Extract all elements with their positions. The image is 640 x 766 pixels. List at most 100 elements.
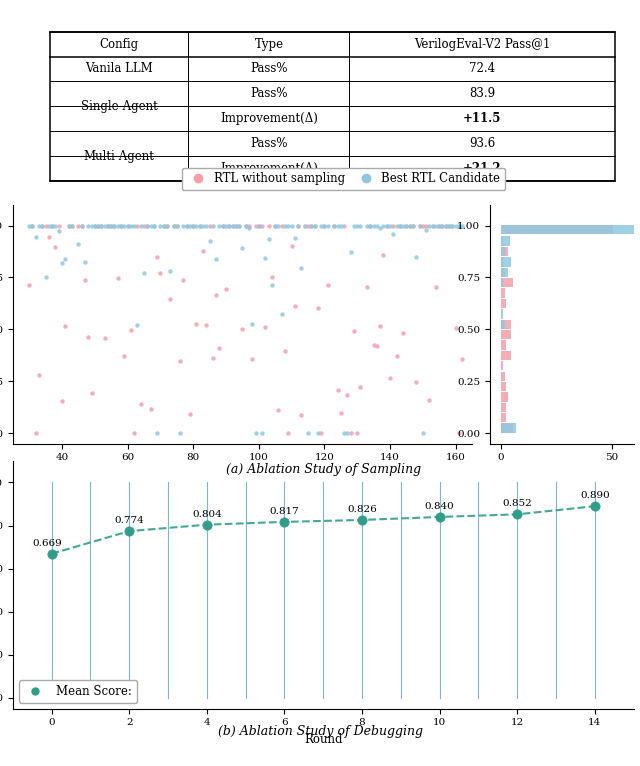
Bar — [501, 403, 506, 412]
Point — [316, 427, 326, 440]
Point — [57, 257, 67, 270]
Point — [90, 219, 100, 231]
Point — [221, 283, 231, 295]
Bar — [501, 237, 503, 246]
Point — [401, 219, 412, 231]
Point — [395, 219, 405, 231]
Point — [273, 219, 284, 231]
Point — [237, 242, 248, 254]
Point — [280, 345, 290, 358]
Point — [218, 219, 228, 231]
Point — [113, 219, 123, 231]
Bar — [501, 424, 516, 433]
Point — [227, 219, 237, 231]
Point — [300, 219, 310, 231]
Bar — [501, 289, 504, 298]
Point — [310, 219, 320, 231]
Point — [142, 219, 152, 231]
Point — [172, 219, 182, 231]
Point — [165, 265, 175, 277]
Point — [31, 427, 41, 440]
Point — [234, 219, 244, 231]
Point — [447, 219, 458, 231]
Point — [398, 327, 408, 339]
Point — [404, 219, 415, 231]
Point — [188, 219, 198, 231]
Point — [152, 427, 163, 440]
Point — [418, 219, 428, 231]
Point — [241, 219, 251, 231]
Point — [428, 219, 438, 231]
Text: (a) Ablation Study of Sampling: (a) Ablation Study of Sampling — [226, 463, 420, 476]
Point — [260, 321, 271, 333]
Point — [227, 219, 237, 231]
Point — [241, 219, 251, 231]
Point — [451, 219, 461, 231]
Point — [198, 219, 208, 231]
Point — [165, 293, 175, 305]
Point — [434, 219, 444, 231]
Point — [205, 235, 215, 247]
Point — [86, 387, 97, 399]
Point — [218, 219, 228, 231]
Point — [162, 219, 172, 231]
Bar — [501, 330, 511, 339]
Point — [126, 324, 136, 336]
Point — [313, 427, 323, 440]
Point — [208, 352, 218, 364]
Point — [47, 548, 57, 560]
Point — [355, 219, 365, 231]
Point — [512, 508, 522, 520]
Point — [332, 384, 342, 396]
Point — [375, 319, 385, 332]
Point — [257, 427, 268, 440]
Point — [136, 398, 146, 411]
Point — [100, 332, 110, 344]
Point — [276, 308, 287, 320]
Point — [336, 407, 346, 419]
Point — [201, 319, 211, 332]
Point — [287, 241, 297, 253]
Point — [352, 427, 362, 440]
Point — [34, 219, 44, 231]
Point — [179, 273, 189, 286]
Bar — [501, 257, 511, 267]
Point — [346, 246, 356, 258]
Point — [454, 427, 464, 440]
Point — [395, 219, 405, 231]
Point — [273, 404, 284, 417]
Point — [96, 219, 106, 231]
Point — [103, 219, 113, 231]
Point — [296, 262, 307, 274]
Text: (b) Ablation Study of Debugging: (b) Ablation Study of Debugging — [218, 725, 422, 738]
Bar — [501, 278, 503, 287]
Point — [221, 219, 231, 231]
Point — [401, 219, 412, 231]
Point — [415, 219, 425, 231]
Point — [231, 219, 241, 231]
Point — [122, 219, 132, 231]
Point — [267, 279, 277, 291]
Point — [424, 394, 435, 407]
Point — [421, 219, 431, 231]
X-axis label: Round: Round — [304, 733, 342, 746]
Point — [270, 219, 280, 231]
Text: 0.852: 0.852 — [502, 499, 532, 508]
Point — [319, 219, 330, 231]
Point — [54, 219, 64, 231]
Point — [63, 219, 74, 231]
Point — [296, 409, 307, 421]
Point — [365, 219, 376, 231]
Point — [124, 525, 134, 537]
Point — [287, 219, 297, 231]
Point — [329, 219, 339, 231]
Point — [378, 219, 388, 231]
Point — [279, 516, 289, 528]
Bar — [501, 278, 513, 287]
Point — [342, 427, 353, 440]
Point — [182, 219, 192, 231]
Bar — [501, 267, 508, 277]
Point — [444, 219, 454, 231]
Point — [267, 271, 277, 283]
Point — [264, 219, 274, 231]
